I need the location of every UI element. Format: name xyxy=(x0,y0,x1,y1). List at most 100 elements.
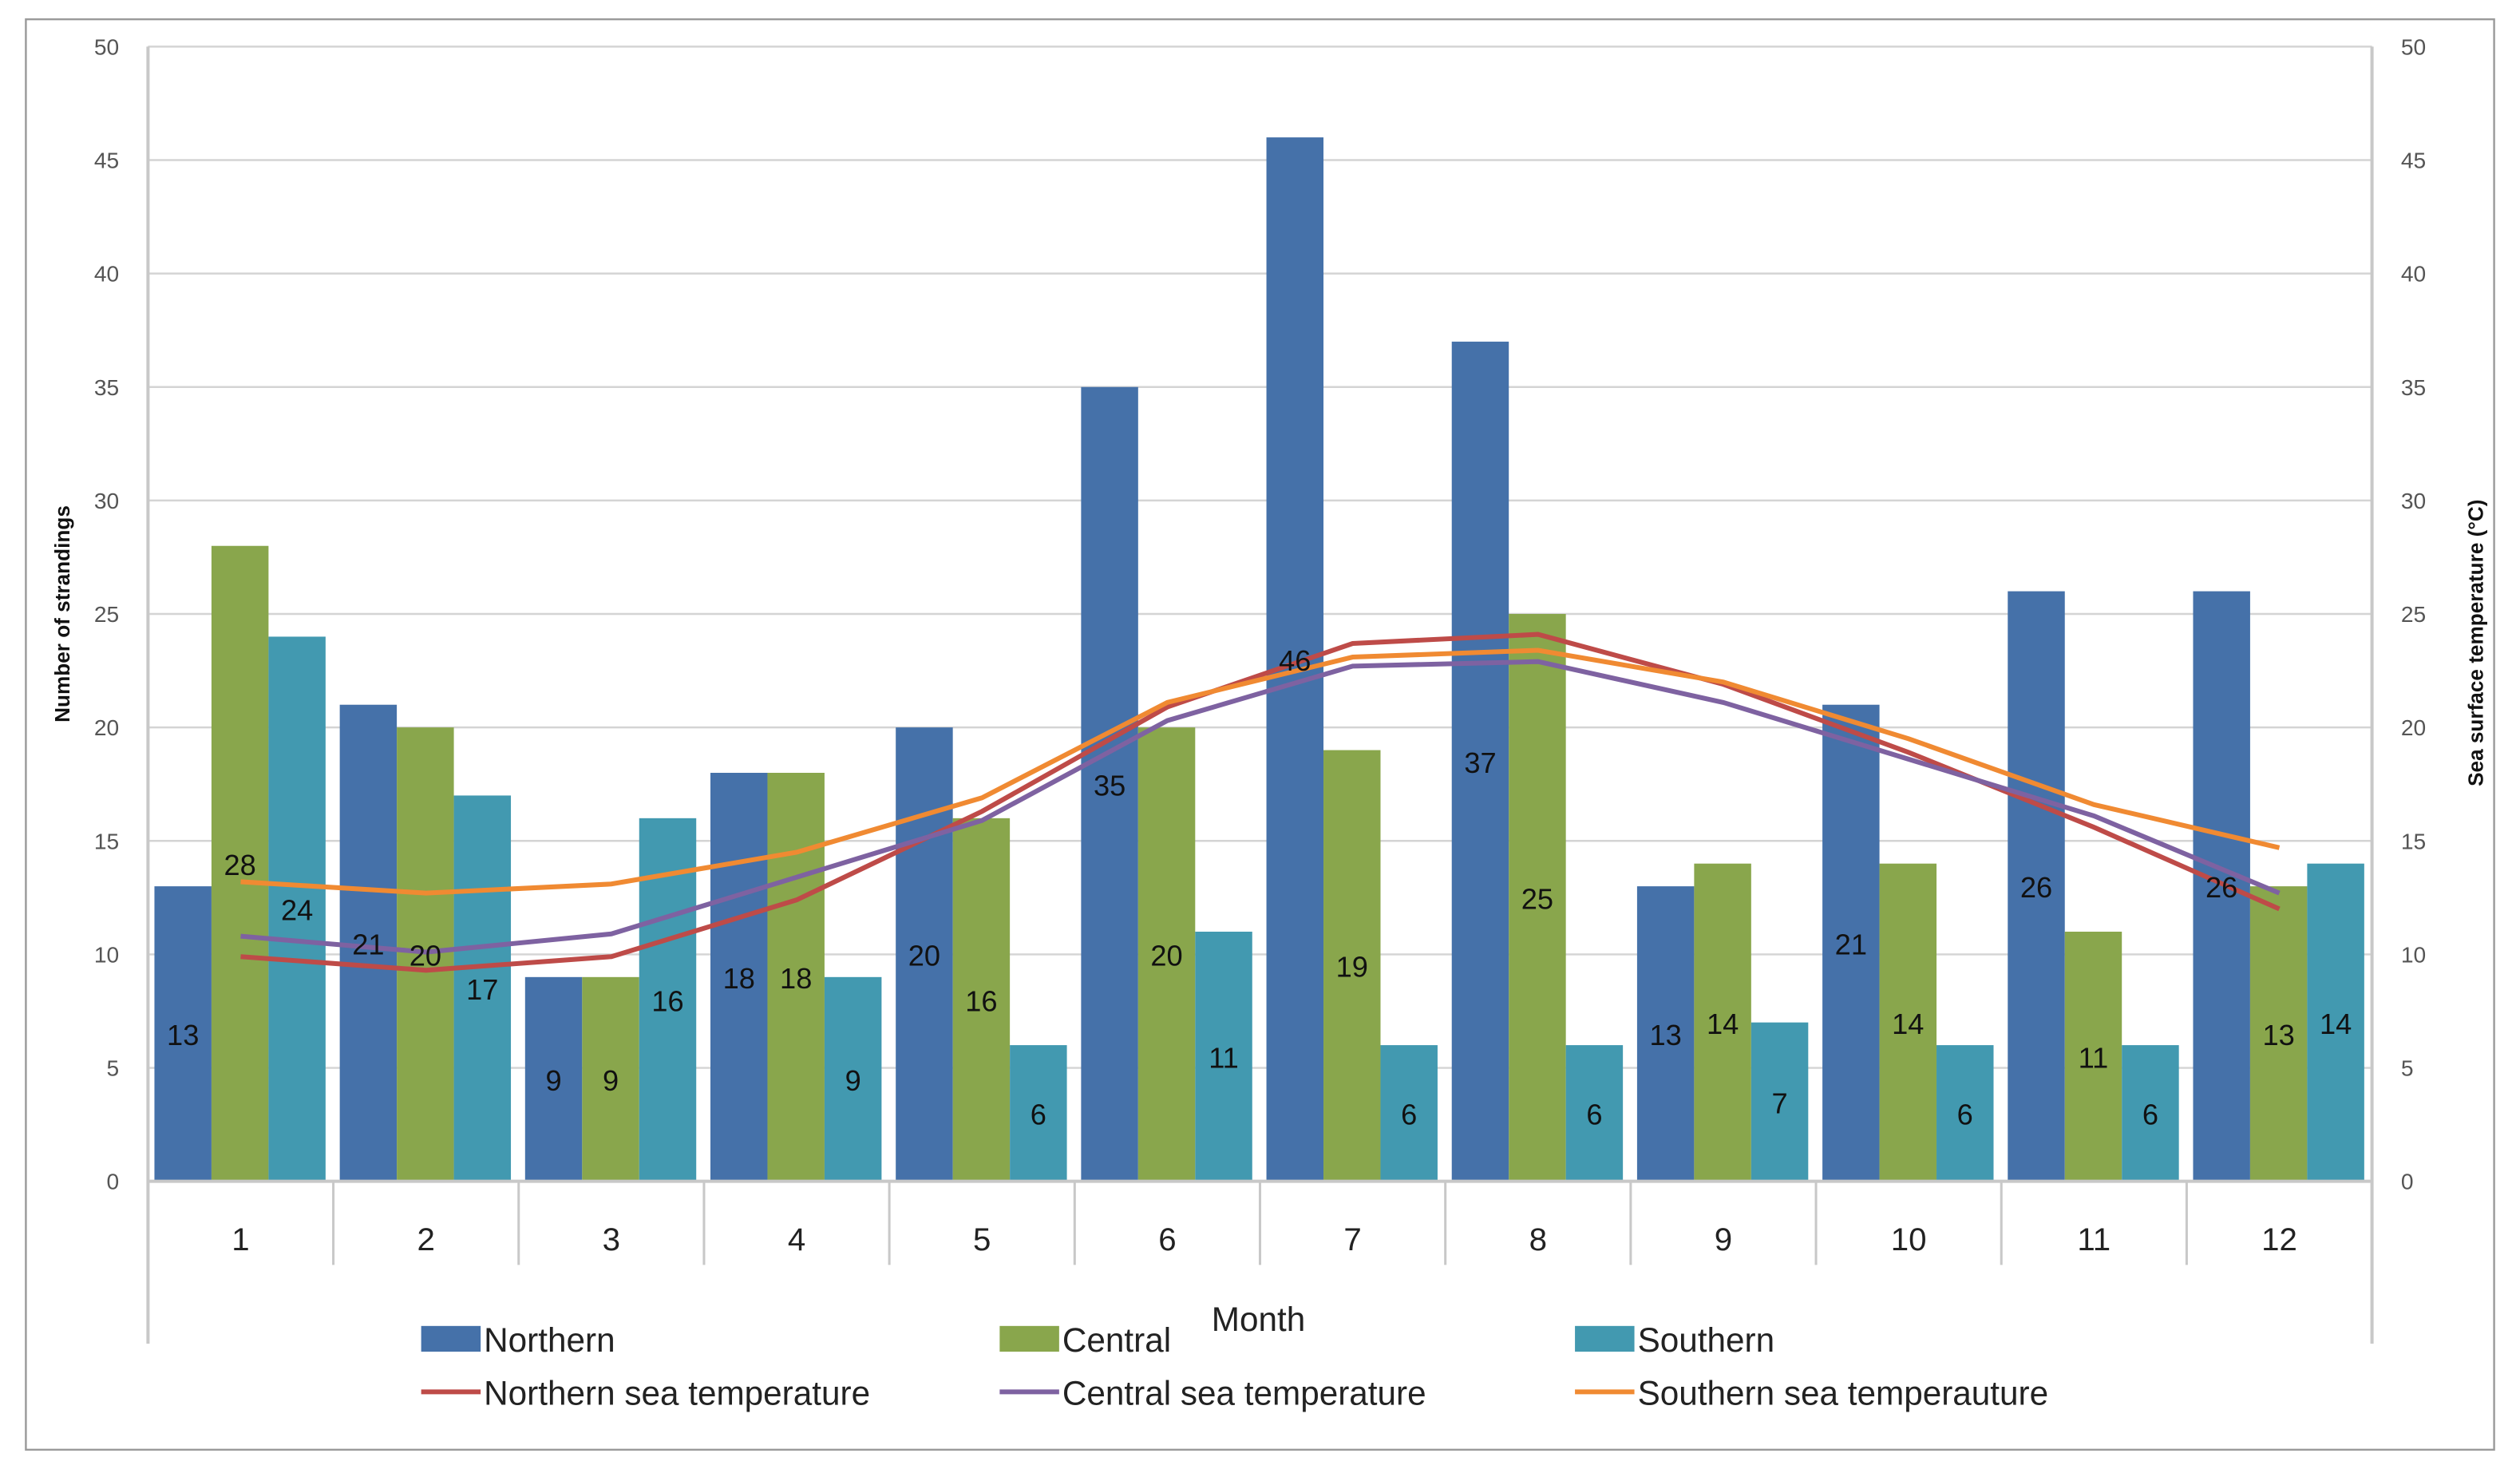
data-label: 21 xyxy=(352,928,384,960)
y-tick-label: 15 xyxy=(94,828,119,853)
y-tick-label: 5 xyxy=(107,1055,120,1081)
bar-central xyxy=(767,772,825,1182)
y-tick-label: 50 xyxy=(94,34,119,59)
data-label: 14 xyxy=(2320,1008,2352,1040)
bar-southern xyxy=(1010,1045,1067,1182)
bar-central xyxy=(2249,886,2308,1182)
bar-southern xyxy=(1195,931,1252,1182)
data-label: 20 xyxy=(1150,939,1182,972)
legend: Northern Central Southern Northern sea temp… xyxy=(421,1321,2048,1412)
bar-central xyxy=(1879,863,1937,1182)
data-label: 6 xyxy=(1957,1098,1973,1130)
legend-label: Central xyxy=(1062,1321,1171,1359)
bar-northern xyxy=(524,976,583,1182)
bar-northern xyxy=(710,772,768,1182)
data-label: 18 xyxy=(723,962,755,995)
bar-central xyxy=(1323,750,1381,1182)
bar-central xyxy=(1694,863,1751,1182)
bar-northern xyxy=(896,727,953,1182)
bar-northern xyxy=(1822,704,1880,1182)
y2-tick-label: 30 xyxy=(2401,488,2426,513)
bar-southern xyxy=(268,636,326,1182)
data-label: 6 xyxy=(1586,1098,1602,1130)
x-tick-label: 10 xyxy=(1891,1222,1927,1257)
data-label: 16 xyxy=(651,984,683,1017)
y2-tick-label: 35 xyxy=(2401,374,2426,400)
data-label: 37 xyxy=(1464,746,1496,779)
y2-tick-label: 0 xyxy=(2401,1169,2414,1194)
bar-southern xyxy=(1380,1045,1438,1182)
y2-tick-label: 25 xyxy=(2401,601,2426,627)
data-label: 18 xyxy=(780,962,812,995)
bar-central xyxy=(211,545,269,1182)
bar-southern xyxy=(824,976,882,1182)
bar-central xyxy=(952,818,1011,1182)
bar-central xyxy=(1137,727,1196,1182)
bar-southern xyxy=(453,795,512,1182)
x-tick-label: 3 xyxy=(603,1222,620,1257)
bar-northern xyxy=(154,886,212,1182)
y2-tick-label: 20 xyxy=(2401,715,2426,740)
bar-northern xyxy=(339,704,398,1182)
data-label: 13 xyxy=(2263,1019,2295,1051)
data-label: 19 xyxy=(1336,951,1368,984)
legend-swatch xyxy=(1575,1325,1635,1352)
data-label: 20 xyxy=(409,939,441,972)
legend-label: Northern xyxy=(484,1321,615,1359)
data-label: 46 xyxy=(1279,644,1311,677)
legend-swatch xyxy=(999,1325,1059,1352)
data-label: 20 xyxy=(908,939,940,972)
bar-southern xyxy=(2307,863,2364,1182)
bar-southern xyxy=(1936,1045,1994,1182)
data-label: 13 xyxy=(1649,1019,1681,1051)
x-tick-label: 8 xyxy=(1529,1222,1547,1257)
data-label: 26 xyxy=(2205,871,2237,904)
legend-label: Northern sea temperature xyxy=(484,1374,870,1412)
x-tick-label: 11 xyxy=(2077,1222,2111,1257)
line-northern-sea-temperature xyxy=(240,632,2281,973)
x-tick-label: 5 xyxy=(973,1222,991,1257)
data-label: 6 xyxy=(1401,1098,1417,1130)
legend-label: Southern xyxy=(1638,1321,1775,1359)
y2-tick-label: 45 xyxy=(2401,148,2426,173)
data-label: 7 xyxy=(1772,1087,1788,1119)
y2-tick-label: 40 xyxy=(2401,261,2426,287)
data-label: 6 xyxy=(2142,1098,2158,1130)
data-label: 21 xyxy=(1835,928,1867,960)
data-label: 13 xyxy=(167,1019,199,1051)
y-tick-label: 20 xyxy=(94,715,119,740)
data-label: 9 xyxy=(603,1064,619,1097)
data-label: 9 xyxy=(845,1064,861,1097)
y2-tick-label: 10 xyxy=(2401,941,2426,967)
bar-southern xyxy=(1565,1045,1624,1182)
bar-northern xyxy=(1081,386,1138,1182)
data-label: 16 xyxy=(965,984,997,1017)
y-tick-label: 25 xyxy=(94,601,119,627)
data-label: 24 xyxy=(281,894,313,927)
bar-southern xyxy=(1751,1022,1809,1182)
data-label: 26 xyxy=(2020,871,2052,904)
bar-northern xyxy=(2008,591,2065,1182)
x-axis-title: Month xyxy=(1212,1301,1305,1338)
bar-central xyxy=(1509,614,1566,1182)
y-tick-label: 35 xyxy=(94,374,119,400)
bar-southern xyxy=(2122,1045,2179,1182)
x-tick-label: 6 xyxy=(1158,1222,1176,1257)
x-tick-label: 9 xyxy=(1715,1222,1732,1257)
y-tick-label: 0 xyxy=(107,1169,120,1194)
bar-central xyxy=(2064,931,2122,1182)
bar-central xyxy=(582,976,639,1182)
x-tick-label: 7 xyxy=(1343,1222,1361,1257)
data-label: 17 xyxy=(466,973,498,1006)
y-tick-label: 30 xyxy=(94,488,119,513)
bar-northern xyxy=(1266,137,1324,1182)
y2-tick-label: 15 xyxy=(2401,828,2426,853)
y-tick-label: 45 xyxy=(94,148,119,173)
data-label: 9 xyxy=(545,1064,561,1097)
line-central-sea-temperature xyxy=(240,659,2281,955)
bar-northern xyxy=(1636,886,1695,1182)
x-tick-label: 12 xyxy=(2261,1222,2297,1257)
bar-northern xyxy=(2193,591,2250,1182)
data-label: 11 xyxy=(1209,1041,1239,1074)
